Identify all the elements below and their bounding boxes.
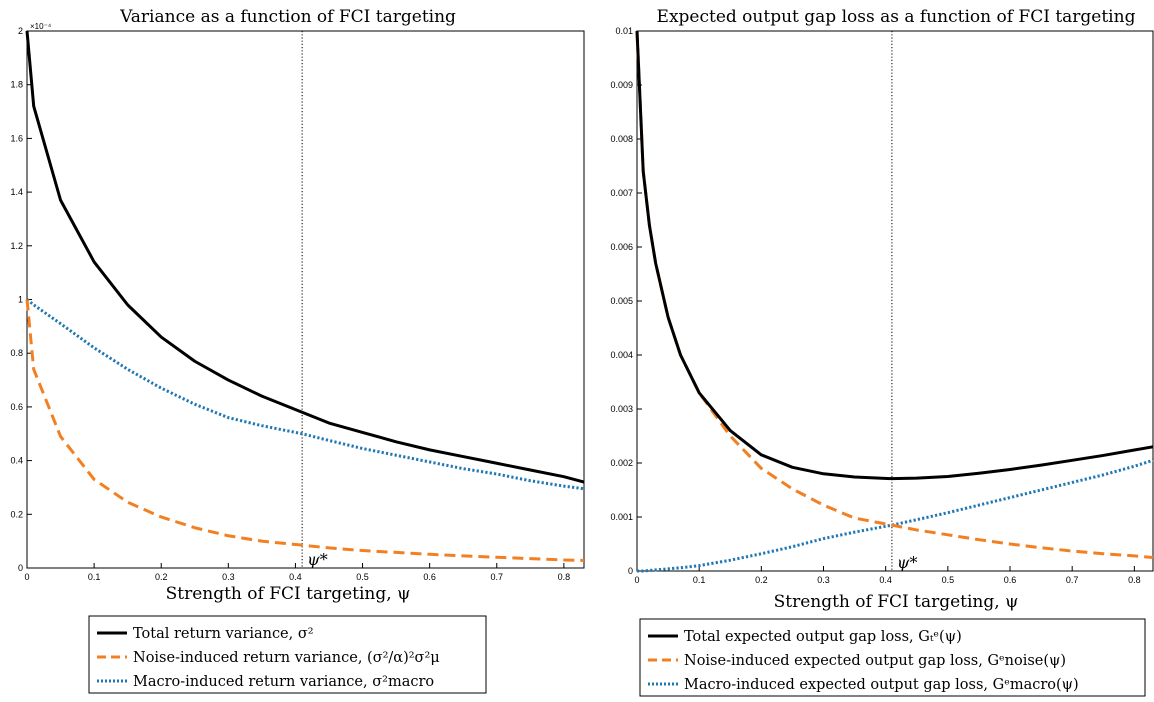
legend-entry-noise: Noise-induced return variance, (σ²/α)²σ²… <box>133 650 440 666</box>
x-tick-label: 0.3 <box>222 572 235 582</box>
psi-star-label: ψ* <box>307 550 328 569</box>
y-exponent-label: ×10⁻⁴ <box>30 22 52 31</box>
legend-entry-noise: Noise-induced expected output gap loss, … <box>684 653 1066 669</box>
legend-entry-macro: Macro-induced expected output gap loss, … <box>684 677 1079 693</box>
x-tick-label: 0.8 <box>558 572 571 582</box>
legend: Total return variance, σ² Noise-induced … <box>88 615 487 694</box>
x-tick-label: 0.2 <box>155 572 168 582</box>
series-line-total <box>25 30 585 484</box>
x-tick-label: 0 <box>24 572 29 582</box>
y-tick-label: 0.002 <box>610 458 633 468</box>
y-tick-label: 0 <box>628 566 633 576</box>
series-line-macro <box>26 298 585 491</box>
y-tick-label: 1.2 <box>10 241 23 251</box>
chart-title: Variance as a function of FCI targeting <box>119 7 456 27</box>
y-tick-label: 0.4 <box>10 456 23 466</box>
y-tick-label: 0.6 <box>10 402 23 412</box>
plot-area: 0 0.1 0.2 0.3 0.4 0.5 0.6 0.7 0.8 0 0.001 0.002 0.00… <box>610 26 1154 585</box>
legend-entry-total: Total return variance, σ² <box>133 626 314 642</box>
x-tick-label: 0.1 <box>88 572 101 582</box>
y-tick-label: 0.009 <box>610 80 633 90</box>
x-axis-label: Strength of FCI targeting, ψ <box>166 584 411 604</box>
psi-star-label: ψ* <box>897 553 918 572</box>
y-tick-label: 0 <box>18 563 23 573</box>
chart-title: Expected output gap loss as a function o… <box>657 7 1136 27</box>
x-tick-label: 0.8 <box>1128 575 1141 585</box>
y-tick-label: 1.6 <box>10 133 23 143</box>
y-tick-label: 1.8 <box>10 80 23 90</box>
x-tick-label: 0.4 <box>289 572 302 582</box>
x-tick-label: 0.3 <box>817 575 830 585</box>
series-line-macro <box>637 458 1154 573</box>
x-axis-label: Strength of FCI targeting, ψ <box>774 592 1019 612</box>
series-line-noise <box>25 299 585 562</box>
x-tick-label: 0 <box>634 575 639 585</box>
axes-box <box>636 30 1154 572</box>
x-tick-label: 0.7 <box>1066 575 1079 585</box>
x-tick-label: 0.6 <box>1004 575 1017 585</box>
y-tick-label: 0.001 <box>610 512 633 522</box>
y-tick-label: 0.004 <box>610 350 633 360</box>
legend-box <box>639 618 1146 697</box>
axes-box <box>26 30 585 569</box>
x-tick-label: 0.2 <box>755 575 768 585</box>
chart-output-gap-loss: Expected output gap loss as a function o… <box>610 7 1154 697</box>
legend-box <box>88 615 487 694</box>
y-tick-label: 0.003 <box>610 404 633 414</box>
x-tick-label: 0.1 <box>693 575 706 585</box>
y-tick-label: 0.01 <box>615 26 633 36</box>
y-tick-label: 0.8 <box>10 348 23 358</box>
y-tick-label: 1.4 <box>10 187 23 197</box>
legend: Total expected output gap loss, Gₜᵉ(ψ) N… <box>639 618 1146 697</box>
legend-entry-total: Total expected output gap loss, Gₜᵉ(ψ) <box>684 629 962 645</box>
y-tick-label: 0.007 <box>610 188 633 198</box>
x-tick-label: 0.5 <box>356 572 369 582</box>
chart-variance: Variance as a function of FCI targeting … <box>10 7 585 694</box>
x-tick-label: 0.4 <box>879 575 892 585</box>
y-tick-label: 0.008 <box>610 134 633 144</box>
y-tick-label: 1 <box>18 295 23 305</box>
legend-entry-macro: Macro-induced return variance, σ²macro <box>133 674 434 690</box>
plot-area: 0 0.1 0.2 0.3 0.4 0.5 0.6 0.7 0.8 0 0.2 0.4 0.6 0.8 1 1… <box>10 26 585 582</box>
x-tick-label: 0.7 <box>491 572 504 582</box>
x-tick-label: 0.5 <box>942 575 955 585</box>
y-tick-label: 0.006 <box>610 242 633 252</box>
y-tick-label: 0.005 <box>610 296 633 306</box>
x-tick-label: 0.6 <box>423 572 436 582</box>
series-line-total <box>635 30 1154 481</box>
y-tick-label: 2 <box>18 26 23 36</box>
y-tick-label: 0.2 <box>10 509 23 519</box>
